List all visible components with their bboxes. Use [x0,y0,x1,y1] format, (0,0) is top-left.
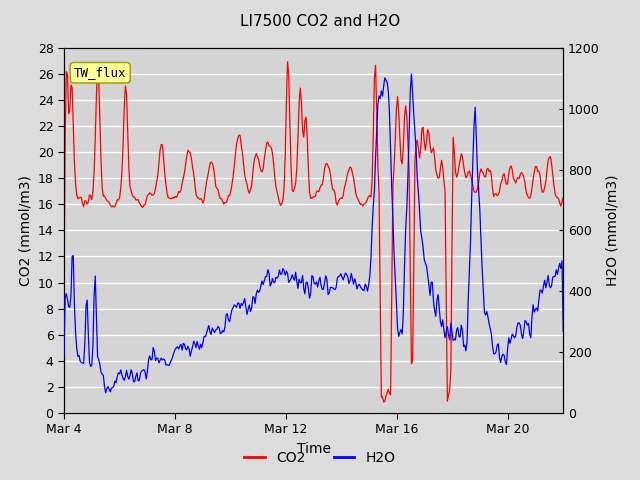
Text: TW_flux: TW_flux [74,66,127,79]
X-axis label: Time: Time [296,442,331,456]
Y-axis label: H2O (mmol/m3): H2O (mmol/m3) [605,175,620,286]
Legend: CO2, H2O: CO2, H2O [239,445,401,471]
Text: LI7500 CO2 and H2O: LI7500 CO2 and H2O [240,14,400,29]
Y-axis label: CO2 (mmol/m3): CO2 (mmol/m3) [18,175,32,286]
